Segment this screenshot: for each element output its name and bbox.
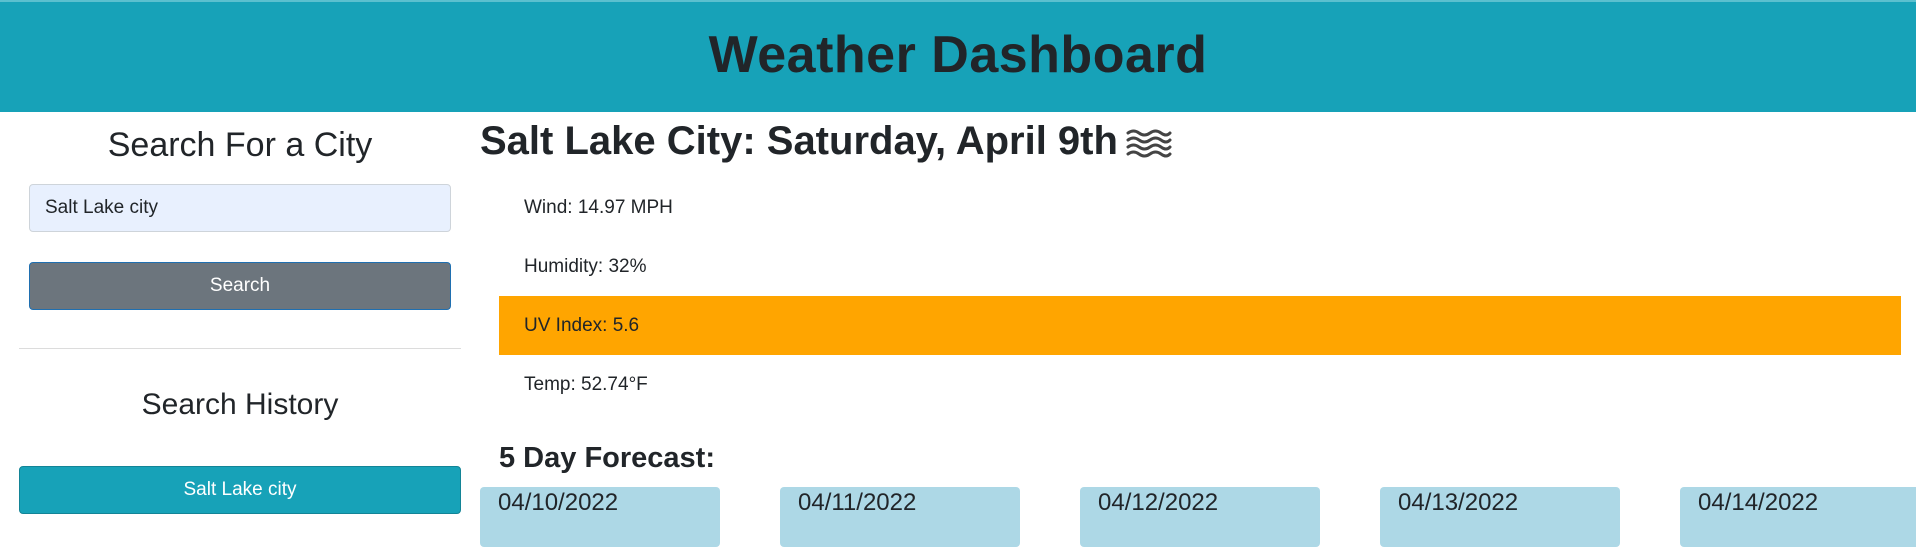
temp-stat: Temp: 52.74°F <box>524 373 648 395</box>
sidebar: Search For a City Search Search History … <box>19 112 461 530</box>
forecast-title: 5 Day Forecast: <box>499 442 715 474</box>
forecast-date: 04/12/2022 <box>1098 489 1219 516</box>
app-header: Weather Dashboard <box>0 0 1916 112</box>
forecast-card: 04/10/2022 <box>480 487 720 547</box>
current-stats-list: Wind: 14.97 MPH Humidity: 32% UV Index: … <box>499 178 1901 414</box>
forecast-card: 04/13/2022 <box>1380 487 1620 547</box>
page-title: Weather Dashboard <box>708 26 1208 84</box>
forecast-cards: 04/10/2022 04/11/2022 04/12/2022 04/13/2… <box>480 487 1916 547</box>
forecast-date: 04/10/2022 <box>498 489 619 516</box>
divider <box>19 348 461 349</box>
forecast-date: 04/14/2022 <box>1698 489 1819 516</box>
wind-stat: Wind: 14.97 MPH <box>524 196 673 218</box>
main-content: Salt Lake City: Saturday, April 9th Wind… <box>480 112 1916 547</box>
search-button[interactable]: Search <box>29 262 451 310</box>
search-history-title: Search History <box>141 388 339 421</box>
forecast-card: 04/11/2022 <box>780 487 1020 547</box>
forecast-card: 04/14/2022 <box>1680 487 1916 547</box>
history-item-button[interactable]: Salt Lake city <box>19 466 461 514</box>
search-section-title: Search For a City <box>107 126 373 164</box>
humidity-stat: Humidity: 32% <box>524 255 647 277</box>
city-search-input[interactable] <box>29 184 451 232</box>
forecast-date: 04/13/2022 <box>1398 489 1519 516</box>
forecast-date: 04/11/2022 <box>798 489 917 516</box>
haze-icon <box>1126 123 1172 168</box>
forecast-card: 04/12/2022 <box>1080 487 1320 547</box>
uv-index-stat: UV Index: 5.6 <box>499 296 1901 355</box>
current-weather-title: Salt Lake City: Saturday, April 9th <box>480 116 1172 166</box>
current-city-date: Salt Lake City: Saturday, April 9th <box>480 118 1118 163</box>
